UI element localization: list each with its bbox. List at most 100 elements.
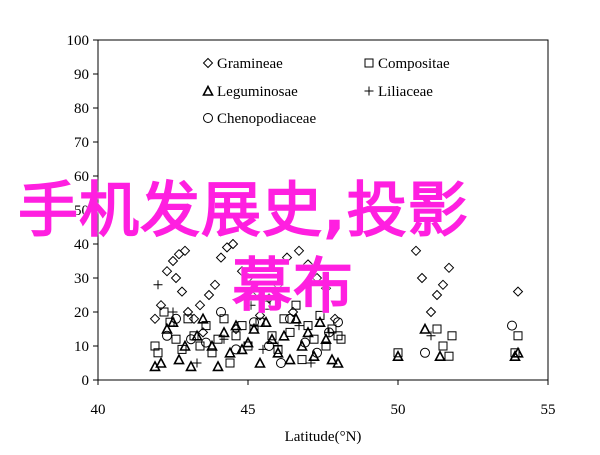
- data-point: [254, 310, 266, 321]
- data-point: [161, 265, 173, 277]
- legend: Gramineae Compositae Leguminosae Liliaceae C…: [202, 56, 450, 127]
- legend-marker: [203, 113, 213, 123]
- legend-marker: [202, 84, 214, 96]
- data-point: [153, 348, 163, 358]
- y-tick-label: 50: [74, 203, 89, 219]
- data-point: [444, 351, 454, 361]
- data-point: [209, 279, 221, 291]
- data-point: [176, 286, 188, 297]
- data-point: [171, 334, 181, 344]
- data-point: [327, 324, 337, 334]
- data-point: [167, 255, 179, 267]
- data-point: [183, 314, 193, 324]
- data-point: [248, 322, 260, 334]
- data-point: [420, 347, 430, 358]
- data-point: [314, 315, 326, 328]
- data-point: [281, 252, 293, 263]
- data-point: [321, 341, 331, 351]
- data-point: [278, 329, 290, 341]
- legend-label: Gramineae: [217, 56, 283, 72]
- data-point: [194, 299, 206, 311]
- data-point: [320, 282, 332, 294]
- data-point: [186, 334, 196, 345]
- legend-item: Compositae: [364, 56, 450, 72]
- data-points: [149, 238, 524, 372]
- data-point: [326, 353, 338, 365]
- legend-label: Chenopodiaceae: [217, 111, 316, 127]
- legend-marker: [202, 57, 214, 69]
- data-point: [195, 341, 205, 351]
- data-point: [188, 313, 200, 325]
- data-point: [216, 307, 226, 317]
- data-point: [284, 353, 296, 365]
- data-point: [302, 326, 314, 338]
- data-point: [254, 356, 266, 368]
- data-point: [182, 306, 194, 318]
- data-point: [432, 324, 442, 334]
- data-point: [203, 289, 215, 301]
- legend-label: Liliaceae: [378, 84, 433, 100]
- data-point: [393, 348, 403, 358]
- data-point: [416, 272, 428, 284]
- x-axis: 40 45 50 55: [91, 380, 556, 418]
- data-point: [170, 272, 182, 284]
- data-point: [324, 327, 334, 338]
- data-point: [242, 336, 254, 348]
- data-point: [153, 280, 163, 290]
- data-point: [155, 299, 167, 311]
- data-point: [179, 339, 191, 351]
- data-point: [308, 349, 320, 362]
- data-point: [512, 286, 524, 297]
- data-point: [249, 317, 259, 328]
- watermark-line-2: 幕布: [232, 252, 354, 322]
- data-point: [173, 248, 185, 260]
- watermark-line-1: 手机发展史,投影: [18, 176, 469, 246]
- series-leguminosae: [149, 312, 524, 372]
- data-point: [509, 349, 521, 362]
- y-tick-label: 70: [74, 135, 89, 151]
- x-tick-label: 45: [241, 402, 256, 418]
- data-point: [215, 252, 227, 263]
- data-point: [149, 313, 161, 325]
- data-point: [336, 334, 346, 344]
- data-point: [293, 245, 305, 257]
- data-point: [150, 341, 160, 351]
- data-point: [231, 331, 241, 341]
- legend-label: Leguminosae: [217, 84, 298, 100]
- y-tick-label: 30: [74, 271, 89, 287]
- data-point: [447, 331, 457, 341]
- data-point: [285, 313, 295, 324]
- y-tick-label: 100: [67, 33, 90, 49]
- x-tick-label: 40: [91, 402, 106, 418]
- data-point: [261, 300, 271, 310]
- data-point: [300, 337, 310, 348]
- data-point: [267, 331, 277, 341]
- data-point: [155, 356, 167, 368]
- data-point: [159, 307, 169, 317]
- data-point: [513, 331, 523, 341]
- data-point: [309, 334, 319, 344]
- data-point: [251, 286, 263, 297]
- legend-item: Liliaceae: [364, 84, 433, 100]
- data-point: [246, 300, 256, 310]
- data-point: [161, 322, 173, 334]
- data-point: [297, 355, 307, 365]
- data-point: [311, 272, 323, 284]
- x-axis-label: Latitude(°N): [285, 429, 362, 445]
- data-point: [333, 331, 343, 341]
- legend-item: Leguminosae: [202, 84, 298, 100]
- data-point: [290, 312, 302, 324]
- data-point: [434, 349, 446, 362]
- data-point: [419, 322, 431, 334]
- data-point: [197, 312, 209, 324]
- y-axis: 0 10 20 30 40 50 60 70 80 90 100: [67, 33, 98, 389]
- data-point: [512, 346, 524, 358]
- data-point: [437, 279, 449, 291]
- legend-marker: [364, 86, 374, 96]
- data-point: [443, 262, 455, 274]
- y-tick-label: 0: [82, 373, 90, 389]
- data-point: [306, 358, 316, 368]
- data-point: [333, 317, 343, 328]
- data-point: [320, 332, 332, 345]
